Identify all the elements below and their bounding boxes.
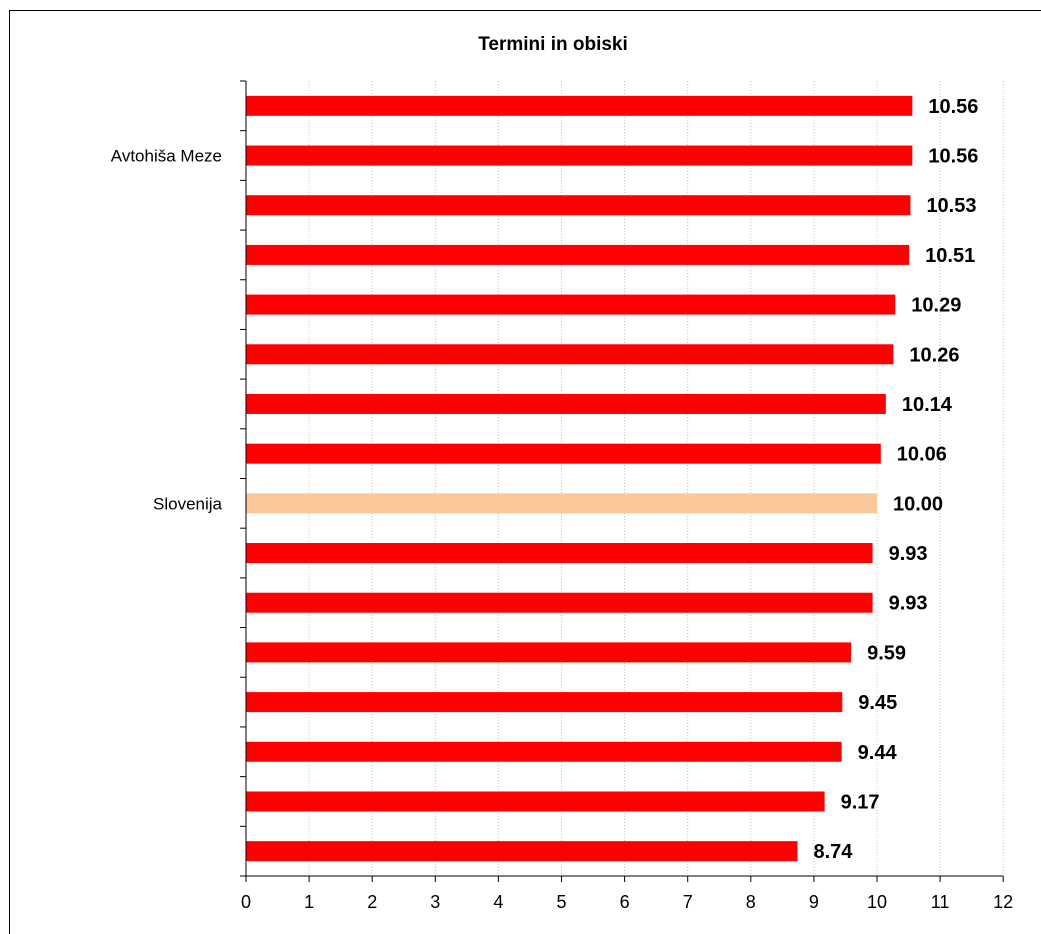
bar <box>246 642 852 663</box>
bars: 10.56 10.56 Avtohiša Meze 10.53 10.51 10.29 10… <box>111 95 978 863</box>
x-tick-label: 10 <box>867 892 887 912</box>
bar <box>246 692 843 713</box>
bar-value-label: 10.56 <box>928 146 978 168</box>
x-tick-label: 7 <box>683 892 693 912</box>
axes: 0 1 2 3 4 5 6 7 8 9 10 11 12 <box>240 80 1013 912</box>
bar-value-label: 8.74 <box>813 841 853 863</box>
bar <box>246 543 873 564</box>
bar <box>246 244 910 265</box>
bar-value-label: 10.06 <box>897 444 947 466</box>
bar <box>246 95 913 116</box>
bar-value-label: 10.00 <box>893 493 943 515</box>
bar <box>246 294 896 315</box>
bar <box>246 393 886 414</box>
bar-value-label: 9.45 <box>858 692 897 714</box>
chart-frame <box>9 10 1041 934</box>
bar <box>246 741 842 762</box>
bar-value-label: 10.53 <box>926 195 976 217</box>
bar <box>246 841 798 862</box>
bar <box>246 195 911 216</box>
bar-value-label: 9.44 <box>858 742 898 764</box>
bar <box>246 145 913 166</box>
bar-value-label: 9.17 <box>841 791 880 813</box>
bar <box>246 791 825 812</box>
bar-value-label: 10.51 <box>925 245 975 267</box>
bar-value-label: 10.14 <box>902 394 953 416</box>
x-tick-label: 6 <box>620 892 630 912</box>
bar <box>246 493 877 514</box>
x-tick-label: 0 <box>241 892 251 912</box>
category-label: Slovenija <box>153 494 223 513</box>
bar-value-label: 10.26 <box>909 344 959 366</box>
bar <box>246 344 894 365</box>
x-tick-label: 5 <box>556 892 566 912</box>
x-tick-label: 4 <box>493 892 503 912</box>
bar-value-label: 9.93 <box>889 593 928 615</box>
bar-value-label: 9.59 <box>867 642 906 664</box>
x-tick-label: 11 <box>931 892 950 912</box>
bar-value-label: 10.29 <box>911 295 961 317</box>
bar-value-label: 10.56 <box>928 96 978 118</box>
x-tick-label: 8 <box>746 892 756 912</box>
bar-value-label: 9.93 <box>889 543 928 565</box>
chart-title: Termini in obiski <box>478 34 628 55</box>
x-tick-label: 3 <box>430 892 440 912</box>
bar <box>246 592 873 613</box>
x-tick-label: 12 <box>993 892 1013 912</box>
x-tick-label: 1 <box>304 892 314 912</box>
x-tick-label: 9 <box>809 892 819 912</box>
x-tick-label: 2 <box>367 892 377 912</box>
category-label: Avtohiša Meze <box>111 147 222 166</box>
bar <box>246 443 881 464</box>
